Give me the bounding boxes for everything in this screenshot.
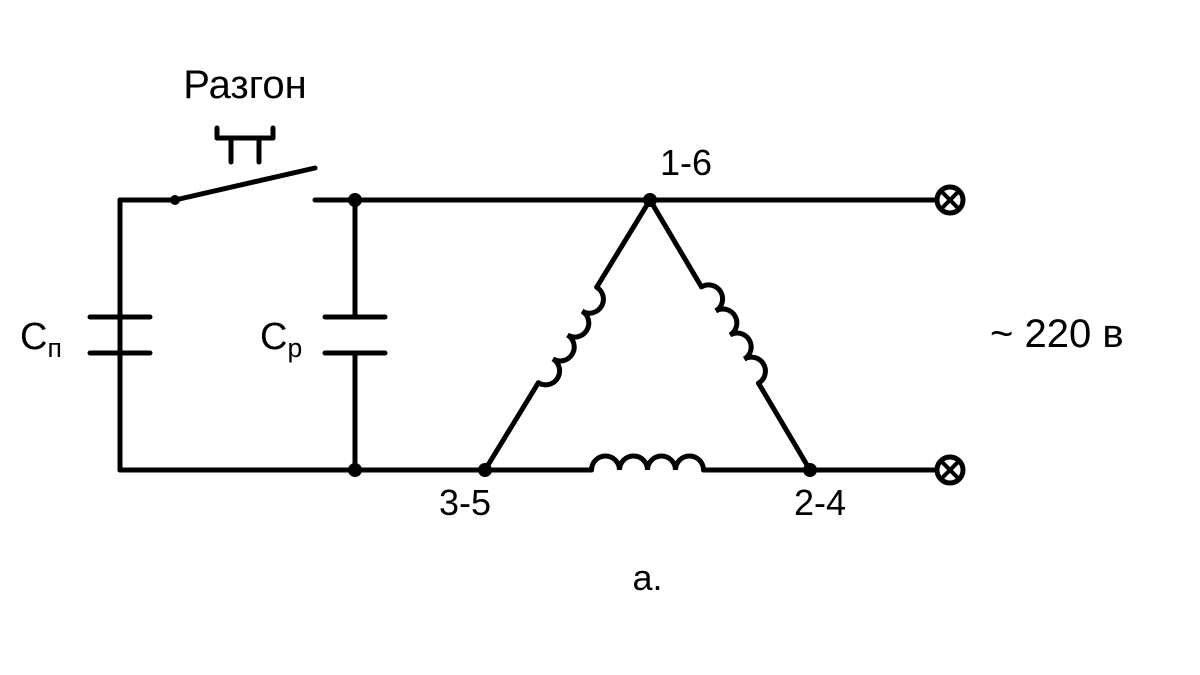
node-br-label: 2-4 bbox=[794, 482, 846, 523]
switch-label: Разгон bbox=[183, 63, 307, 107]
circuit-schematic: Разгон Сп Ср 1-6 3-5 2-4 ~ 220 в а. bbox=[0, 0, 1200, 675]
node-bl-label: 3-5 bbox=[439, 482, 491, 523]
subfigure-label: а. bbox=[632, 557, 662, 598]
voltage-label: ~ 220 в bbox=[990, 312, 1124, 356]
cap-right-label: Ср bbox=[260, 316, 302, 363]
cap-left-label: Сп bbox=[20, 316, 62, 363]
node-top-label: 1-6 bbox=[660, 142, 712, 183]
